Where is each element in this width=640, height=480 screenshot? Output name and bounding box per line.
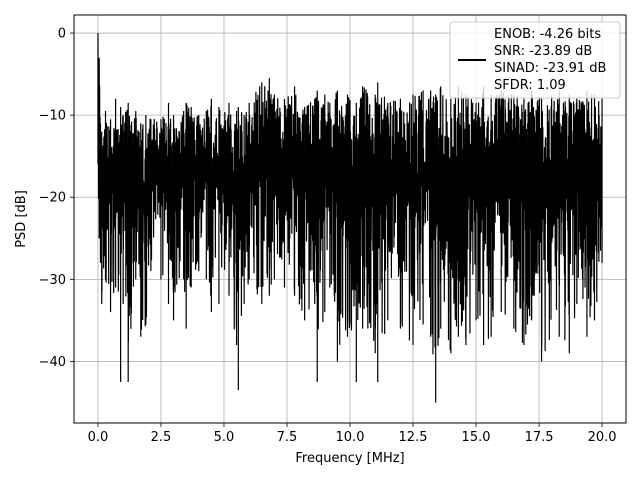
x-tick-label: 7.5	[277, 430, 298, 445]
y-axis-label: PSD [dB]	[14, 190, 29, 248]
legend-snr: SNR: -23.89 dB	[494, 44, 592, 59]
x-tick-label: 17.5	[525, 430, 554, 445]
legend: ENOB: -4.26 bits SNR: -23.89 dB SINAD: -…	[449, 21, 621, 99]
psd-series	[97, 33, 603, 403]
y-tick-label: 0	[58, 27, 66, 42]
x-tick-label: 10.0	[336, 430, 365, 445]
ticks: 0.0 2.5 5.0 7.5 10.0 12.5 15.0 17.5 20.0 0 −10 −20 −…	[39, 27, 617, 445]
y-tick-label: −20	[39, 191, 66, 206]
legend-box	[449, 21, 621, 99]
psd-trace	[97, 33, 603, 403]
x-tick-label: 12.5	[399, 430, 428, 445]
x-tick-label: 20.0	[588, 430, 617, 445]
y-tick-label: −40	[39, 355, 66, 370]
x-tick-label: 2.5	[151, 430, 172, 445]
legend-sinad: SINAD: -23.91 dB	[494, 61, 606, 76]
legend-sfdr: SFDR: 1.09	[494, 78, 566, 93]
y-tick-label: −30	[39, 273, 66, 288]
x-tick-label: 5.0	[214, 430, 235, 445]
y-tick-label: −10	[39, 109, 66, 124]
x-axis-label: Frequency [MHz]	[295, 451, 404, 466]
legend-enob: ENOB: -4.26 bits	[494, 27, 601, 42]
x-tick-label: 15.0	[462, 430, 491, 445]
x-tick-label: 0.0	[88, 430, 109, 445]
